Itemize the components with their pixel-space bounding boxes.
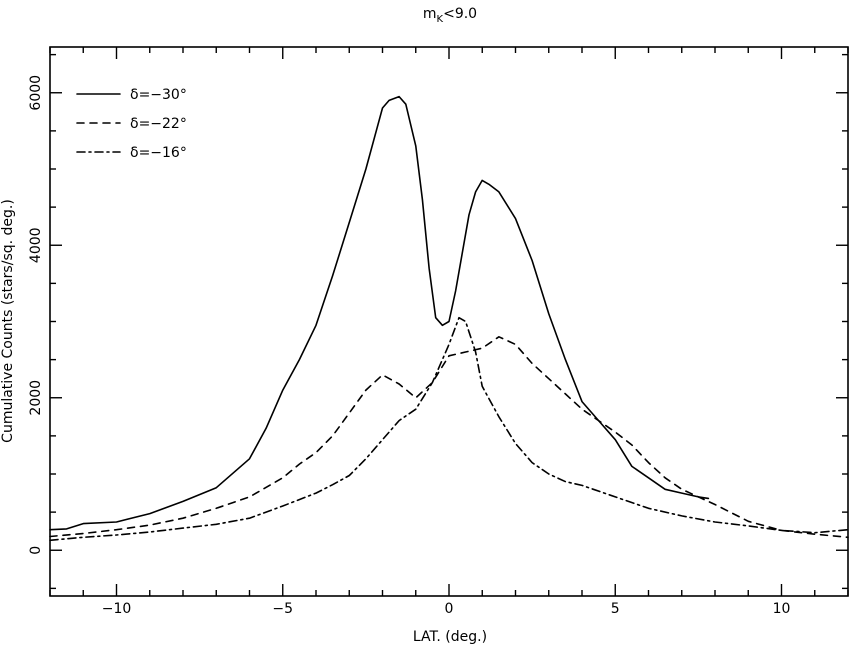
x-tick-label: 0	[445, 601, 454, 617]
legend-label-2: δ=−22°	[130, 116, 187, 132]
x-axis-label: LAT. (deg.)	[413, 629, 487, 645]
y-tick-label: 2000	[28, 380, 44, 416]
x-axis: −10 −5 0 5 10	[49, 47, 849, 617]
x-tick-label: −10	[102, 601, 132, 617]
y-tick-label: 4000	[28, 227, 44, 263]
legend: δ=−30° δ=−22° δ=−16°	[76, 87, 187, 161]
series-layer	[49, 95, 849, 542]
y-tick-label: 6000	[28, 75, 44, 111]
legend-label-3: δ=−16°	[130, 145, 187, 161]
chart-title: mK<9.0	[423, 6, 477, 25]
series-line-3	[49, 316, 849, 542]
x-tick-label: −5	[272, 601, 293, 617]
chart-title-main: m	[423, 6, 437, 22]
legend-label-1: δ=−30°	[130, 87, 187, 103]
series-line-2	[49, 336, 849, 539]
x-tick-label: 10	[773, 601, 791, 617]
y-axis-label: Cumulative Counts (stars/sq. deg.)	[0, 199, 16, 443]
chart-title-rest: <9.0	[443, 6, 477, 22]
y-axis: 0 2000 4000 6000	[28, 53, 848, 590]
x-tick-label: 5	[611, 601, 620, 617]
series-line-1	[49, 95, 710, 531]
chart-title-subscript: K	[437, 14, 444, 25]
y-tick-label: 0	[28, 546, 44, 555]
